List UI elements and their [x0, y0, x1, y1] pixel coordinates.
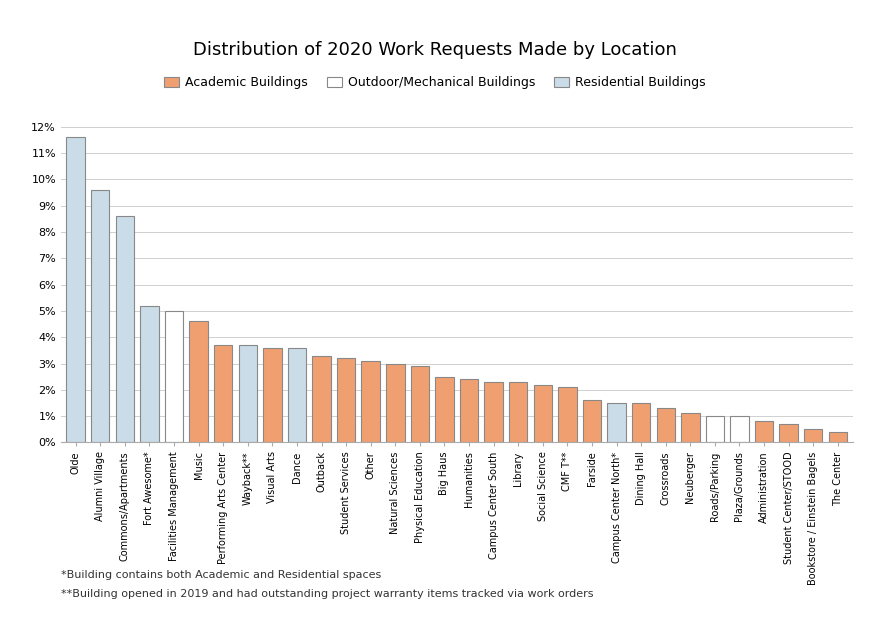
Bar: [754, 422, 773, 442]
Bar: [164, 311, 183, 442]
Bar: [434, 377, 453, 442]
Bar: [508, 382, 527, 442]
Bar: [460, 379, 478, 442]
Bar: [336, 358, 355, 442]
Bar: [533, 384, 552, 442]
Legend: Academic Buildings, Outdoor/Mechanical Buildings, Residential Buildings: Academic Buildings, Outdoor/Mechanical B…: [160, 73, 709, 93]
Text: *Building contains both Academic and Residential spaces: *Building contains both Academic and Res…: [61, 570, 381, 580]
Bar: [558, 387, 576, 442]
Bar: [705, 416, 723, 442]
Bar: [312, 356, 330, 442]
Bar: [189, 322, 208, 442]
Bar: [803, 429, 821, 442]
Bar: [262, 348, 282, 442]
Bar: [656, 408, 674, 442]
Bar: [238, 345, 256, 442]
Bar: [91, 190, 109, 442]
Bar: [729, 416, 748, 442]
Bar: [386, 363, 404, 442]
Bar: [116, 216, 134, 442]
Bar: [410, 366, 428, 442]
Text: **Building opened in 2019 and had outstanding project warranty items tracked via: **Building opened in 2019 and had outsta…: [61, 589, 593, 599]
Bar: [361, 361, 380, 442]
Bar: [607, 403, 625, 442]
Bar: [140, 306, 158, 442]
Bar: [288, 348, 306, 442]
Bar: [66, 137, 85, 442]
Text: Distribution of 2020 Work Requests Made by Location: Distribution of 2020 Work Requests Made …: [193, 41, 676, 59]
Bar: [779, 424, 797, 442]
Bar: [827, 432, 846, 442]
Bar: [484, 382, 502, 442]
Bar: [631, 403, 650, 442]
Bar: [582, 400, 600, 442]
Bar: [680, 413, 699, 442]
Bar: [214, 345, 232, 442]
